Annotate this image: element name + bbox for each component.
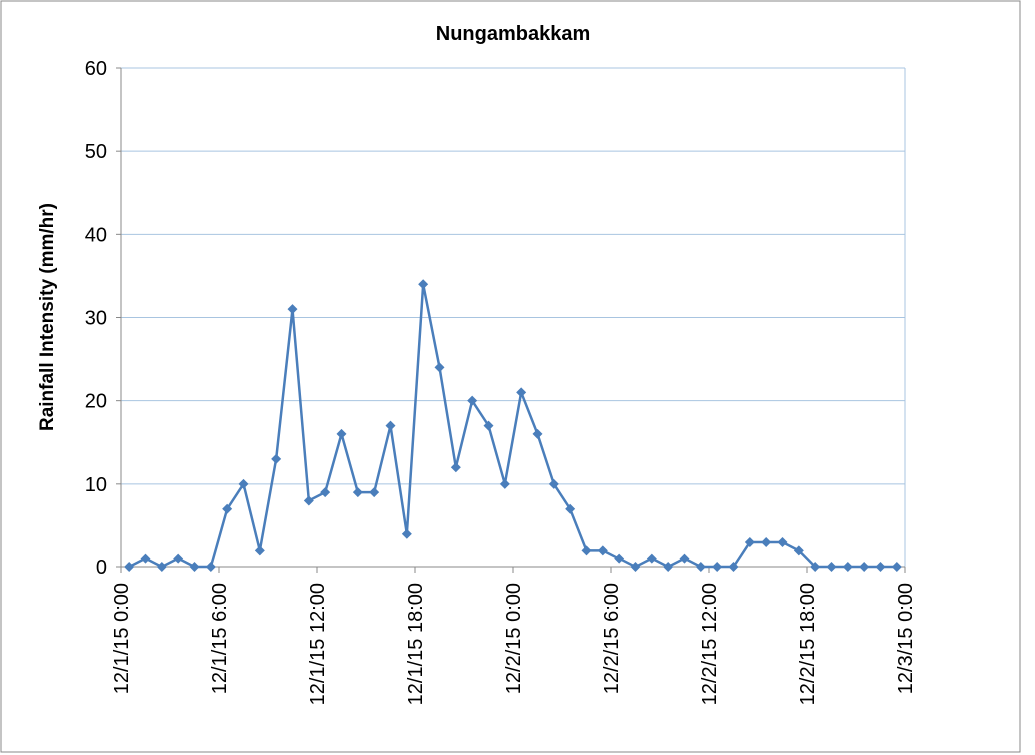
marker bbox=[581, 545, 592, 556]
marker bbox=[287, 304, 298, 315]
marker bbox=[777, 537, 788, 548]
x-tick-label: 12/2/15 6:00 bbox=[601, 583, 623, 694]
marker bbox=[793, 545, 804, 556]
x-tick-label: 12/1/15 6:00 bbox=[209, 583, 231, 694]
marker bbox=[875, 562, 886, 572]
marker bbox=[124, 562, 135, 572]
y-tick-label: 40 bbox=[85, 224, 107, 246]
marker bbox=[401, 528, 412, 539]
marker bbox=[303, 495, 314, 506]
x-tick-label: 12/3/15 0:00 bbox=[895, 583, 917, 694]
marker bbox=[418, 279, 429, 290]
y-tick-label: 0 bbox=[96, 557, 107, 579]
marker bbox=[842, 562, 853, 572]
marker bbox=[434, 362, 445, 373]
marker bbox=[565, 503, 576, 514]
marker bbox=[173, 553, 184, 564]
marker bbox=[891, 562, 902, 572]
marker bbox=[744, 537, 755, 548]
marker bbox=[156, 562, 167, 572]
marker bbox=[254, 545, 265, 556]
marker bbox=[483, 420, 494, 431]
x-tick-label: 12/1/15 0:00 bbox=[111, 583, 133, 694]
marker bbox=[467, 395, 478, 406]
marker bbox=[450, 462, 461, 473]
marker bbox=[222, 503, 233, 514]
marker bbox=[679, 553, 690, 564]
marker bbox=[271, 453, 282, 464]
marker bbox=[614, 553, 625, 564]
chart-title: Nungambakkam bbox=[436, 23, 591, 45]
marker bbox=[238, 478, 249, 489]
marker bbox=[320, 487, 331, 498]
y-tick-label: 30 bbox=[85, 308, 107, 330]
marker bbox=[810, 562, 821, 572]
marker bbox=[499, 478, 510, 489]
y-axis-label: Rainfall Intensity (mm/hr) bbox=[37, 203, 58, 431]
marker bbox=[597, 545, 608, 556]
marker bbox=[516, 387, 527, 398]
marker bbox=[859, 562, 870, 572]
marker bbox=[761, 537, 772, 548]
marker bbox=[336, 428, 347, 439]
marker bbox=[385, 420, 396, 431]
marker bbox=[369, 487, 380, 498]
marker bbox=[352, 487, 363, 498]
x-tick-label: 12/2/15 12:00 bbox=[699, 583, 721, 705]
marker bbox=[728, 562, 739, 572]
x-tick-label: 12/1/15 18:00 bbox=[405, 583, 427, 705]
marker bbox=[532, 428, 543, 439]
marker bbox=[826, 562, 837, 572]
marker bbox=[548, 478, 559, 489]
y-tick-label: 20 bbox=[85, 391, 107, 413]
y-tick-label: 50 bbox=[85, 141, 107, 163]
marker bbox=[712, 562, 723, 572]
y-tick-label: 10 bbox=[85, 474, 107, 496]
marker bbox=[630, 562, 641, 572]
marker bbox=[695, 562, 706, 572]
y-tick-label: 60 bbox=[85, 58, 107, 80]
marker bbox=[140, 553, 151, 564]
marker bbox=[646, 553, 657, 564]
x-tick-label: 12/1/15 12:00 bbox=[307, 583, 329, 705]
marker bbox=[663, 562, 674, 572]
marker bbox=[205, 562, 216, 572]
x-tick-label: 12/2/15 18:00 bbox=[797, 583, 819, 705]
x-tick-label: 12/2/15 0:00 bbox=[503, 583, 525, 694]
marker bbox=[189, 562, 200, 572]
